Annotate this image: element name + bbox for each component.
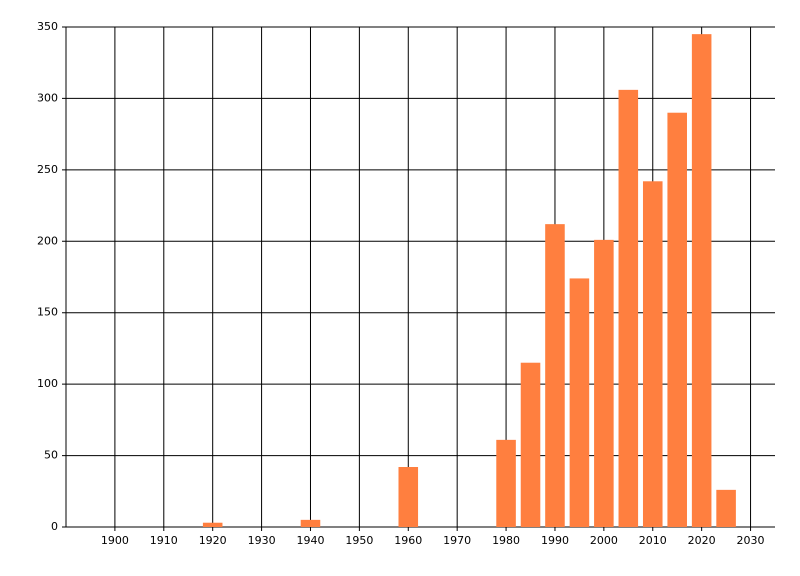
bar <box>520 362 541 527</box>
bar <box>569 278 590 527</box>
x-tick-label: 1950 <box>345 534 373 547</box>
bar <box>618 89 639 527</box>
y-tick-label: 150 <box>37 306 58 319</box>
x-tick-label: 2000 <box>590 534 618 547</box>
bar <box>202 522 223 527</box>
x-tick-label: 2020 <box>688 534 716 547</box>
y-tick-label: 350 <box>37 20 58 33</box>
y-tick-label: 50 <box>44 449 58 462</box>
y-tick-label: 0 <box>51 520 58 533</box>
y-tick-label: 300 <box>37 91 58 104</box>
y-tick-label: 250 <box>37 163 58 176</box>
bar <box>667 112 687 527</box>
bar <box>691 34 712 528</box>
bar <box>716 489 736 527</box>
x-tick-label: 1920 <box>199 534 227 547</box>
x-tick-label: 1970 <box>443 534 471 547</box>
x-tick-label: 1910 <box>150 534 178 547</box>
x-tick-label: 1980 <box>492 534 520 547</box>
bar <box>545 224 565 527</box>
bar <box>594 239 614 527</box>
x-tick-label: 1900 <box>101 534 129 547</box>
x-tick-label: 2010 <box>639 534 667 547</box>
x-tick-label: 1930 <box>248 534 276 547</box>
x-tick-label: 1990 <box>541 534 569 547</box>
bar <box>496 439 516 527</box>
bar <box>398 467 419 527</box>
y-tick-label: 100 <box>37 377 58 390</box>
y-tick-label: 200 <box>37 234 58 247</box>
bar <box>300 519 321 527</box>
x-tick-label: 2030 <box>737 534 765 547</box>
bar <box>642 181 663 528</box>
x-tick-label: 1940 <box>296 534 324 547</box>
x-tick-label: 1960 <box>394 534 422 547</box>
